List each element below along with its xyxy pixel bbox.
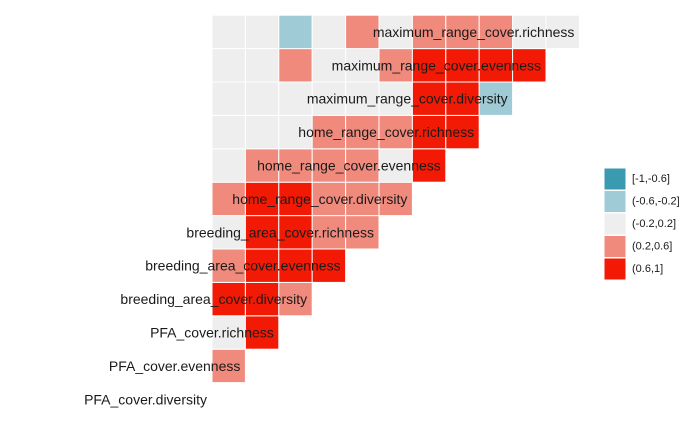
heatmap-cell — [311, 48, 347, 83]
heatmap-cell — [345, 215, 380, 250]
heatmap-cell — [311, 148, 347, 183]
legend-label: (-0.2,0.2] — [632, 218, 676, 230]
variable-label: breeding_area_cover.diversity — [120, 291, 307, 307]
heatmap-cell — [311, 248, 347, 283]
heatmap-cell — [244, 114, 280, 150]
heatmap-cell — [211, 348, 246, 384]
heatmap-cell — [378, 14, 413, 50]
legend-swatch — [603, 257, 627, 281]
heatmap-cell — [345, 81, 380, 116]
heatmap-cell — [311, 14, 347, 50]
legend-swatch — [603, 212, 627, 236]
heatmap-cell — [512, 48, 547, 83]
heatmap-cell — [478, 81, 514, 116]
variable-label: home_range_cover.diversity — [232, 191, 407, 207]
heatmap-cell — [378, 81, 413, 116]
heatmap-cell — [211, 14, 246, 50]
heatmap-cell — [211, 315, 246, 350]
heatmap-cell — [244, 48, 280, 83]
variable-label: PFA_cover.evenness — [109, 358, 241, 374]
heatmap-cell — [411, 114, 447, 150]
heatmap-cell — [378, 148, 413, 183]
heatmap-cell — [478, 48, 514, 83]
heatmap-cell — [278, 281, 313, 317]
heatmap-cell — [345, 181, 380, 217]
heatmap-cell — [478, 14, 514, 50]
heatmap-cells — [211, 14, 580, 384]
heatmap-cell — [311, 181, 347, 217]
legend-swatch — [603, 235, 627, 258]
legend: [-1,-0.6] (-0.6,-0.2] (-0.2,0.2] (0.2,0.6] (… — [603, 167, 680, 281]
heatmap-cell — [244, 14, 280, 50]
variable-label: home_range_cover.richness — [298, 124, 474, 140]
variable-label: maximum_range_cover.richness — [373, 24, 575, 40]
legend-label: (-0.6,-0.2] — [632, 196, 680, 208]
heatmap-cell — [244, 81, 280, 116]
legend-label: [-1,-0.6] — [632, 173, 670, 185]
heatmap-cell — [211, 181, 246, 217]
heatmap-cell — [211, 114, 246, 150]
legend-swatch — [603, 190, 627, 213]
heatmap-cell — [411, 148, 447, 183]
variable-label: PFA_cover.diversity — [84, 391, 207, 407]
heatmap-cell — [411, 14, 447, 50]
variable-label: maximum_range_cover.diversity — [307, 91, 508, 107]
legend-label: (0.6,1] — [632, 263, 663, 275]
legend-label: (0.2,0.6] — [632, 241, 672, 253]
heatmap-cell — [345, 14, 380, 50]
heatmap-cell — [378, 114, 413, 150]
heatmap-cell — [244, 248, 280, 283]
heatmap-cell — [278, 248, 313, 283]
variable-label: maximum_range_cover.evenness — [332, 57, 541, 73]
variable-label: breeding_area_cover.evenness — [145, 258, 340, 274]
heatmap-cell — [211, 248, 246, 283]
heatmap-cell — [244, 281, 280, 317]
heatmap-cell — [244, 181, 280, 217]
variable-label: breeding_area_cover.richness — [186, 224, 374, 240]
heatmap-cell — [278, 14, 313, 50]
variable-labels: PFA_cover.diversity PFA_cover.evenness PFA… — [84, 24, 574, 407]
variable-label: PFA_cover.richness — [150, 325, 274, 341]
heatmap-cell — [445, 114, 480, 150]
heatmap-cell — [278, 215, 313, 250]
heatmap-cell — [244, 148, 280, 183]
legend-swatch — [603, 167, 627, 191]
heatmap-cell — [278, 48, 313, 83]
heatmap-cell — [345, 48, 380, 83]
variable-label: home_range_cover.evenness — [257, 158, 441, 174]
heatmap-cell — [211, 148, 246, 183]
heatmap-cell — [244, 215, 280, 250]
heatmap-cell — [545, 14, 580, 50]
heatmap-cell — [211, 48, 246, 83]
heatmap-cell — [211, 81, 246, 116]
heatmap-cell — [445, 48, 480, 83]
